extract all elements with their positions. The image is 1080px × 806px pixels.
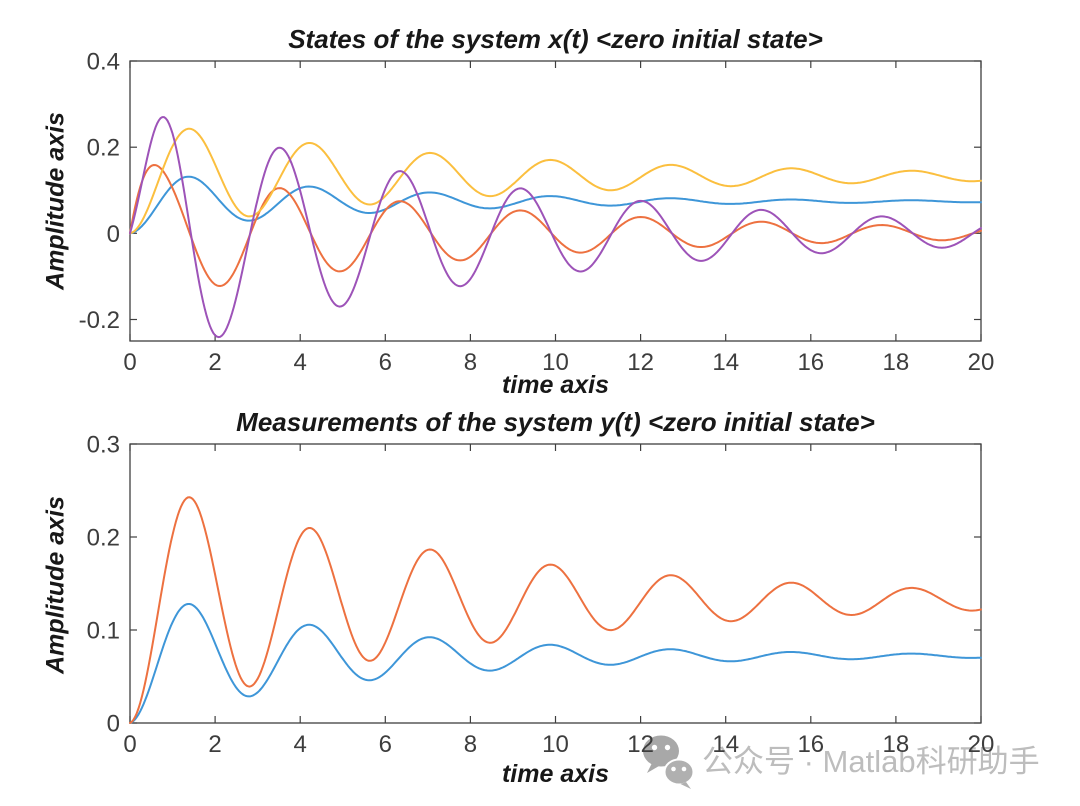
wechat-icon xyxy=(643,735,694,789)
y-tick-label: 0 xyxy=(107,221,120,248)
x-tick-label: 0 xyxy=(123,731,136,758)
x-tick-label: 6 xyxy=(379,731,392,758)
y-tick-label: 0.4 xyxy=(87,49,120,76)
states-ylabel: Amplitude axis xyxy=(41,112,70,290)
watermark: 公众号 · Matlab科研助手 xyxy=(642,734,1040,790)
series-x3-yellow xyxy=(129,127,982,235)
x-tick-label: 10 xyxy=(542,731,569,758)
x-tick-label: 4 xyxy=(294,731,307,758)
y-tick-label: -0.2 xyxy=(79,307,120,334)
series-x2-orange xyxy=(129,164,982,287)
states-xlabel: time axis xyxy=(501,371,609,399)
x-tick-label: 8 xyxy=(464,731,477,758)
y-tick-label: 0.2 xyxy=(87,135,120,162)
y-tick-label: 0.1 xyxy=(87,618,120,645)
y-tick-label: 0.2 xyxy=(87,525,120,552)
series-y1-blue xyxy=(129,603,982,724)
series-x1-blue xyxy=(129,175,982,235)
axes-box xyxy=(129,60,982,342)
axes-box xyxy=(129,443,982,724)
y-tick-label: 0.3 xyxy=(87,432,120,459)
measurements-xlabel: time axis xyxy=(501,760,609,788)
watermark-text: 公众号 · Matlab科研助手 xyxy=(702,744,1040,779)
x-tick-label: 2 xyxy=(208,731,221,758)
series-y2-orange xyxy=(129,496,982,724)
states-title: States of the system x(t) <zero initial … xyxy=(288,24,823,54)
y-tick-label: 0 xyxy=(107,711,120,738)
measurements-ylabel: Amplitude axis xyxy=(41,496,70,674)
measurements-title: Measurements of the system y(t) <zero in… xyxy=(236,407,875,437)
series-x4-purple xyxy=(129,116,982,339)
